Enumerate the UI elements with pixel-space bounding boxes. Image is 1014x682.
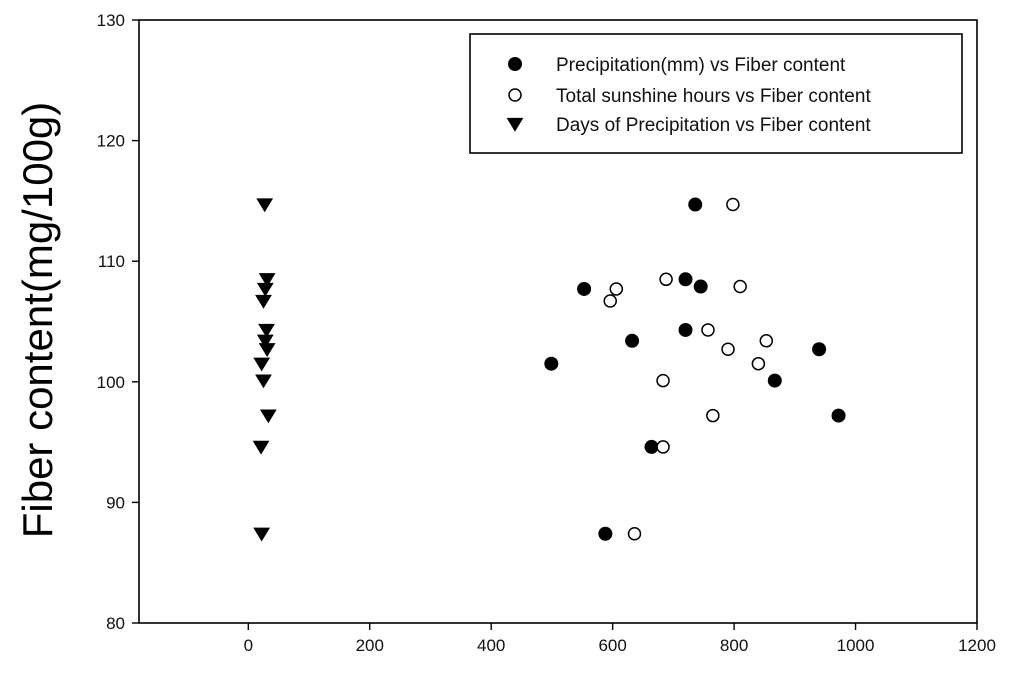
legend-label: Precipitation(mm) vs Fiber content bbox=[556, 55, 846, 76]
data-point bbox=[256, 334, 274, 349]
data-point bbox=[701, 323, 715, 337]
x-tick-label: 0 bbox=[244, 636, 253, 655]
data-point bbox=[256, 198, 274, 213]
data-point bbox=[751, 356, 766, 371]
data-point bbox=[733, 279, 747, 294]
data-point bbox=[656, 440, 670, 454]
data-point bbox=[644, 439, 659, 454]
plot-frame bbox=[138, 19, 978, 624]
legend-box bbox=[469, 33, 963, 154]
y-tick-label: 80 bbox=[106, 614, 125, 633]
data-point bbox=[659, 272, 673, 287]
data-point bbox=[598, 526, 613, 541]
x-tick-label: 1200 bbox=[958, 636, 996, 655]
y-tick-label: 100 bbox=[97, 373, 125, 392]
series-2 bbox=[603, 197, 774, 541]
y-tick-label: 90 bbox=[106, 493, 125, 512]
legend-marker bbox=[506, 117, 524, 132]
x-tick-label: 400 bbox=[477, 636, 505, 655]
legend-marker bbox=[508, 88, 522, 102]
data-point bbox=[252, 440, 270, 455]
y-axis: 80 90 100 110 120 130 bbox=[97, 11, 139, 633]
data-point bbox=[678, 322, 693, 337]
data-point bbox=[693, 279, 708, 294]
data-point bbox=[253, 527, 271, 542]
x-tick-label: 200 bbox=[356, 636, 384, 655]
x-tick-label: 600 bbox=[598, 636, 626, 655]
series-1 bbox=[544, 197, 846, 541]
data-point bbox=[831, 408, 846, 423]
data-point bbox=[767, 373, 782, 388]
y-axis-label: Fiber content(mg/100g) bbox=[14, 102, 61, 539]
data-point bbox=[812, 342, 827, 357]
data-point bbox=[609, 282, 624, 296]
data-point bbox=[721, 342, 735, 356]
series-3 bbox=[252, 198, 277, 542]
legend: Precipitation(mm) vs Fiber content Total … bbox=[469, 33, 963, 154]
data-point bbox=[577, 281, 592, 296]
data-point bbox=[656, 373, 670, 388]
x-tick-label: 800 bbox=[720, 636, 748, 655]
y-tick-label: 130 bbox=[97, 11, 125, 30]
data-point bbox=[258, 273, 276, 288]
x-axis: 0 200 400 600 800 1000 1200 bbox=[244, 623, 996, 655]
data-point bbox=[544, 356, 559, 371]
data-point bbox=[627, 527, 642, 541]
data-point bbox=[258, 323, 275, 338]
x-tick-label: 1000 bbox=[837, 636, 875, 655]
data-point bbox=[706, 408, 720, 423]
data-point bbox=[259, 409, 277, 424]
data-point bbox=[256, 282, 274, 297]
legend-label: Days of Precipitation vs Fiber content bbox=[556, 115, 871, 136]
y-tick-label: 120 bbox=[97, 132, 125, 151]
data-points bbox=[252, 197, 846, 542]
data-point bbox=[253, 357, 271, 372]
data-point bbox=[759, 334, 774, 348]
data-point bbox=[258, 343, 276, 357]
y-tick-label: 110 bbox=[98, 252, 125, 271]
data-point bbox=[678, 272, 693, 287]
legend-marker bbox=[508, 57, 522, 71]
data-point bbox=[625, 333, 640, 348]
data-point bbox=[603, 294, 617, 308]
data-point bbox=[688, 197, 703, 212]
legend-label: Total sunshine hours vs Fiber content bbox=[556, 86, 871, 107]
data-point bbox=[726, 197, 740, 212]
data-point bbox=[255, 294, 272, 309]
data-point bbox=[255, 374, 272, 389]
